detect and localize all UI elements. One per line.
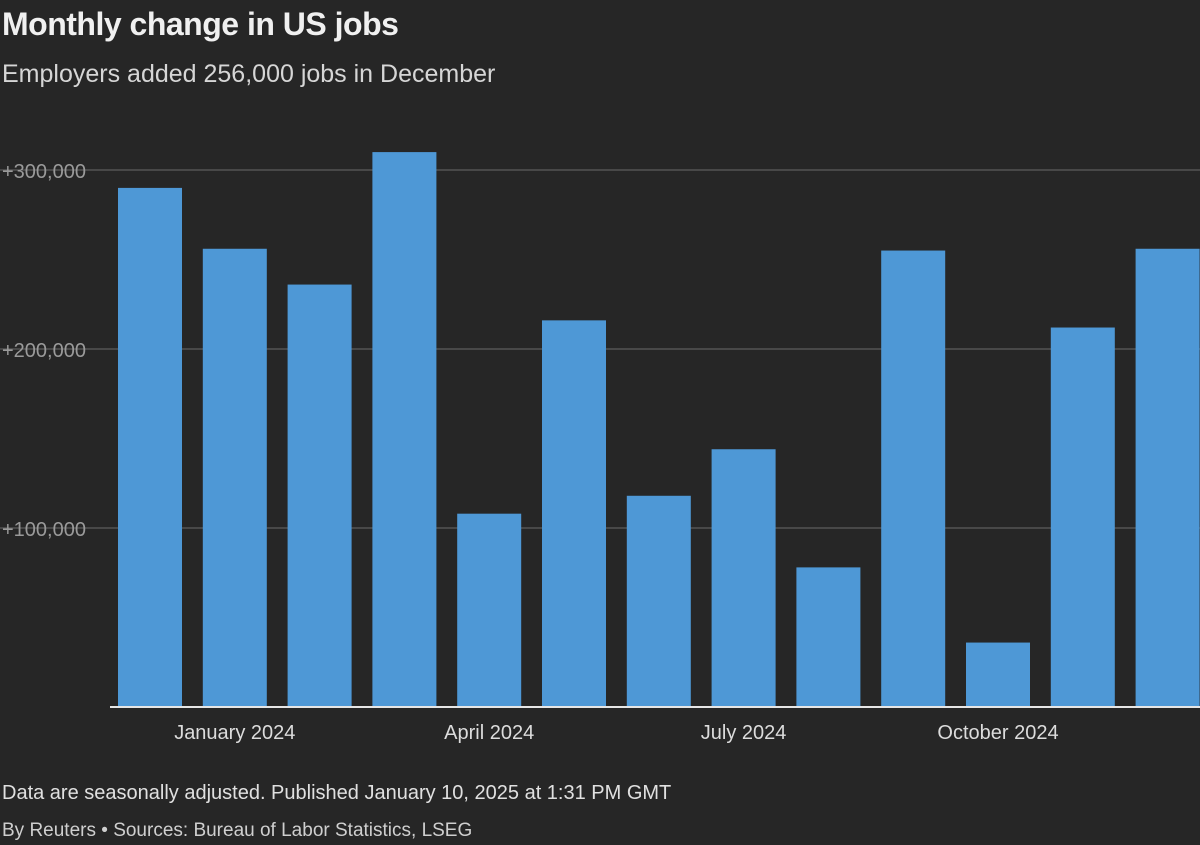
x-tick-label: July 2024 [701, 722, 787, 744]
bar [202, 248, 267, 707]
bar [881, 250, 946, 708]
bar [287, 284, 352, 707]
source-credit: By Reuters • Sources: Bureau of Labor St… [2, 820, 473, 841]
bar [542, 320, 606, 707]
bar [118, 187, 182, 707]
bar [1050, 327, 1115, 707]
footnote: Data are seasonally adjusted. Published … [2, 782, 672, 804]
bar-chart: +100,000 +200,000 +300,000 January 2024 Apri… [0, 152, 1200, 744]
x-tick-label: October 2024 [937, 722, 1058, 744]
y-tick-label: +300,000 [2, 161, 86, 183]
y-tick-label: +100,000 [2, 519, 86, 541]
bar [626, 495, 691, 707]
bar [1135, 248, 1200, 707]
bar [372, 152, 437, 708]
bar [796, 567, 861, 707]
x-tick-label: January 2024 [174, 722, 295, 744]
y-tick-label: +200,000 [2, 340, 86, 362]
bar [457, 513, 522, 707]
chart-subtitle: Employers added 256,000 jobs in December [2, 60, 496, 88]
bar [711, 449, 776, 707]
bar [966, 642, 1030, 707]
x-tick-label: April 2024 [444, 722, 534, 744]
chart-title: Monthly change in US jobs [2, 6, 399, 42]
